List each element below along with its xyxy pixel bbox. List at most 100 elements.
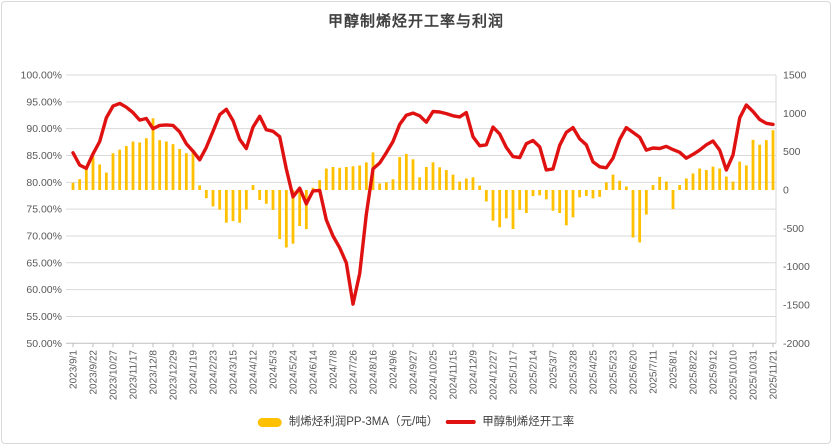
x-axis-label: 2025/2/14 <box>529 350 540 395</box>
profit-bar <box>678 185 682 190</box>
profit-bar <box>651 185 655 190</box>
profit-bar <box>118 149 122 190</box>
profit-bar <box>204 189 208 199</box>
profit-bar <box>618 180 622 190</box>
y-axis-left-label: 85.00% <box>26 150 62 162</box>
x-axis-label: 2025/8/1 <box>669 350 680 389</box>
x-axis-label: 2024/12/27 <box>489 350 500 400</box>
profit-bar <box>464 178 468 190</box>
y-axis-left-label: 75.00% <box>26 204 62 216</box>
profit-bar-legend-label: 制烯烃利润PP-3MA（元/吨） <box>288 416 439 428</box>
profit-bar <box>331 166 335 190</box>
profit-bar <box>491 189 495 221</box>
profit-bar <box>711 166 715 190</box>
profit-bar <box>544 189 548 200</box>
x-axis-label: 2025/3/28 <box>569 350 580 395</box>
x-axis-label: 2025/3/7 <box>549 350 560 389</box>
x-axis-label: 2025/5/23 <box>609 350 620 395</box>
profit-bar <box>551 189 555 211</box>
profit-bar <box>418 177 422 190</box>
profit-bar <box>311 187 315 190</box>
profit-bar <box>631 189 635 238</box>
profit-bar <box>278 189 282 240</box>
profit-bar <box>384 182 388 190</box>
y-axis-left-label: 70.00% <box>26 230 62 242</box>
profit-bar <box>338 167 342 190</box>
profit-bar <box>184 153 188 190</box>
profit-bar <box>644 189 648 215</box>
x-axis-label: 2024/5/3 <box>269 350 280 389</box>
profit-bar <box>751 139 755 190</box>
profit-bar <box>658 176 662 190</box>
y-axis-left-label: 65.00% <box>26 257 62 269</box>
x-axis-label: 2023/9/22 <box>89 350 100 395</box>
y-axis-right-label: 500 <box>783 146 801 158</box>
profit-bar <box>664 181 668 190</box>
profit-bar <box>511 189 515 230</box>
profit-bar <box>558 189 562 213</box>
profit-bar <box>584 189 588 196</box>
profit-bar <box>451 174 455 190</box>
y-axis-right-label: -1500 <box>783 299 810 311</box>
profit-bar <box>671 189 675 210</box>
profit-bar <box>324 168 328 190</box>
profit-bar <box>611 174 615 190</box>
x-axis-label: 2025/6/20 <box>629 350 640 395</box>
profit-bar <box>624 186 628 190</box>
profit-bar <box>218 189 222 210</box>
profit-bar <box>531 189 535 197</box>
profit-bar <box>291 189 295 244</box>
x-axis-label: 2023/12/29 <box>169 350 180 400</box>
profit-bar <box>284 189 288 248</box>
profit-bar <box>471 177 475 190</box>
x-axis-label: 2023/11/17 <box>129 350 140 400</box>
profit-bar <box>524 189 528 213</box>
profit-bar <box>244 189 248 210</box>
y-axis-right-label: 1000 <box>783 108 807 120</box>
x-axis-label: 2025/4/25 <box>589 350 600 395</box>
y-axis-left-label: 100.00% <box>21 70 62 82</box>
profit-bar <box>178 149 182 190</box>
profit-bar <box>378 183 382 190</box>
profit-bar <box>211 189 215 207</box>
y-axis-right-label: -500 <box>783 223 804 235</box>
x-axis-label: 2025/7/11 <box>649 350 660 394</box>
rate-line-legend-swatch <box>445 420 476 424</box>
profit-bar <box>151 118 155 190</box>
profit-bar <box>404 153 408 190</box>
profit-bar <box>231 189 235 222</box>
profit-bar-legend-swatch <box>257 417 282 427</box>
profit-bar <box>264 189 268 204</box>
profit-bar <box>704 170 708 190</box>
profit-bar <box>758 144 762 190</box>
x-axis-label: 2025/11/21 <box>769 350 780 400</box>
profit-bar <box>98 164 102 190</box>
profit-bar <box>84 167 88 190</box>
profit-bar <box>478 185 482 190</box>
rate-line-legend-label: 甲醇制烯烃开工率 <box>482 416 575 428</box>
profit-bar <box>444 170 448 190</box>
profit-bar <box>111 153 115 190</box>
profit-bar <box>91 156 95 190</box>
x-axis-label: 2023/9/1 <box>69 350 80 389</box>
profit-bar <box>731 181 735 190</box>
y-axis-left-label: 50.00% <box>26 338 62 350</box>
y-axis-left-label: 55.00% <box>26 311 62 323</box>
profit-bar <box>351 166 355 190</box>
profit-bar <box>764 140 768 190</box>
profit-bar <box>411 159 415 190</box>
profit-bar <box>124 146 128 190</box>
profit-bar <box>298 189 302 227</box>
x-axis-label: 2024/9/27 <box>409 350 420 395</box>
profit-bar <box>604 182 608 190</box>
profit-bar <box>738 161 742 190</box>
profit-bar <box>518 189 522 210</box>
profit-bar <box>698 168 702 190</box>
profit-bar <box>158 140 162 190</box>
x-axis-label: 2025/9/12 <box>709 350 720 395</box>
y-axis-right-label: 1500 <box>783 70 807 82</box>
profit-bar <box>564 189 568 226</box>
profit-bar <box>318 180 322 190</box>
